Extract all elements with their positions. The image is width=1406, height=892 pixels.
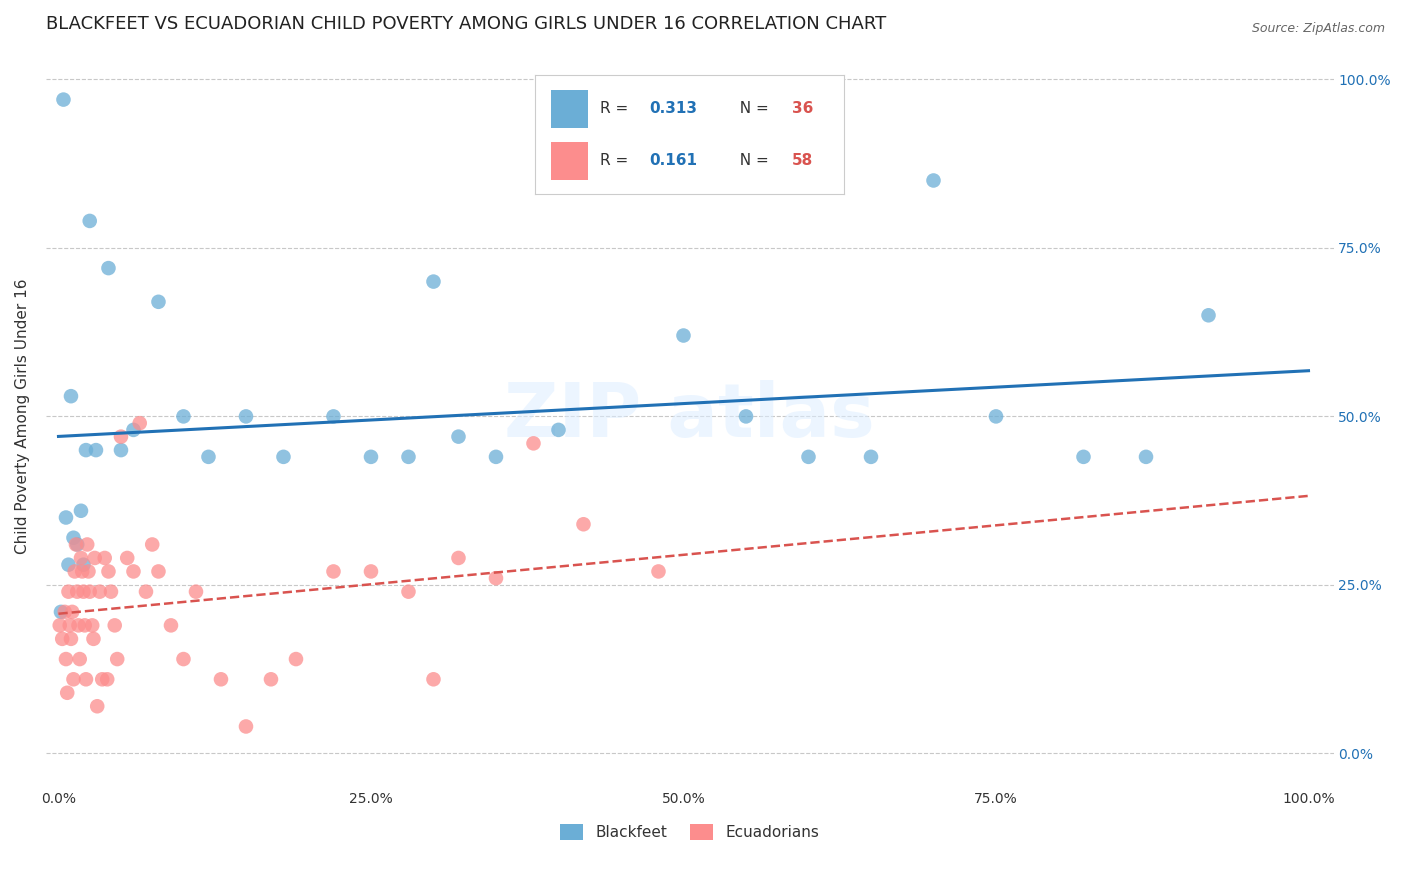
Point	[60, 605, 83, 619]
Point	[79, 584, 101, 599]
Point	[58, 584, 80, 599]
Point	[110, 443, 132, 458]
Point	[235, 409, 257, 424]
Point	[84, 443, 107, 458]
Point	[56, 686, 79, 700]
Point	[360, 450, 382, 464]
Point	[360, 565, 382, 579]
Point	[89, 584, 111, 599]
Point	[72, 558, 94, 572]
Point	[184, 584, 207, 599]
Point	[77, 565, 100, 579]
Point	[148, 294, 170, 309]
Point	[48, 618, 70, 632]
Point	[922, 173, 945, 187]
Text: ZIP atlas: ZIP atlas	[505, 380, 875, 453]
Point	[672, 328, 695, 343]
Point	[82, 618, 104, 632]
Point	[75, 443, 97, 458]
Point	[104, 618, 127, 632]
Point	[135, 584, 157, 599]
Point	[96, 673, 118, 687]
Point	[260, 673, 283, 687]
Point	[122, 565, 145, 579]
Point	[572, 517, 595, 532]
Point	[69, 652, 91, 666]
Point	[70, 504, 93, 518]
Point	[83, 551, 105, 566]
Point	[66, 584, 89, 599]
Point	[547, 423, 569, 437]
Point	[422, 673, 444, 687]
Point	[1135, 450, 1157, 464]
Point	[110, 429, 132, 443]
Point	[273, 450, 295, 464]
Point	[53, 605, 76, 619]
Point	[322, 409, 344, 424]
Point	[235, 719, 257, 733]
Point	[647, 565, 669, 579]
Point	[209, 673, 232, 687]
Point	[1073, 450, 1095, 464]
Point	[322, 565, 344, 579]
Point	[172, 652, 194, 666]
Point	[66, 537, 89, 551]
Point	[984, 409, 1007, 424]
Point	[97, 565, 120, 579]
Point	[52, 93, 75, 107]
Point	[49, 605, 72, 619]
Point	[797, 450, 820, 464]
Point	[285, 652, 308, 666]
Point	[100, 584, 122, 599]
Point	[58, 558, 80, 572]
Point	[55, 510, 77, 524]
Point	[59, 618, 82, 632]
Point	[197, 450, 219, 464]
Y-axis label: Child Poverty Among Girls Under 16: Child Poverty Among Girls Under 16	[15, 278, 30, 554]
Point	[1198, 308, 1220, 322]
Point	[447, 551, 470, 566]
Point	[76, 537, 98, 551]
Point	[51, 632, 73, 646]
Point	[735, 409, 758, 424]
Point	[859, 450, 882, 464]
Point	[160, 618, 183, 632]
Point	[70, 565, 93, 579]
Point	[485, 571, 508, 585]
Point	[86, 699, 108, 714]
Point	[79, 214, 101, 228]
Text: Source: ZipAtlas.com: Source: ZipAtlas.com	[1251, 22, 1385, 36]
Point	[73, 618, 96, 632]
Point	[522, 436, 544, 450]
Point	[67, 618, 90, 632]
Point	[128, 416, 150, 430]
Point	[141, 537, 163, 551]
Point	[93, 551, 115, 566]
Point	[59, 632, 82, 646]
Point	[115, 551, 138, 566]
Point	[148, 565, 170, 579]
Point	[447, 429, 470, 443]
Point	[172, 409, 194, 424]
Point	[422, 275, 444, 289]
Point	[62, 531, 84, 545]
Point	[122, 423, 145, 437]
Point	[59, 389, 82, 403]
Point	[105, 652, 128, 666]
Point	[62, 673, 84, 687]
Point	[65, 537, 87, 551]
Point	[75, 673, 97, 687]
Point	[72, 584, 94, 599]
Point	[97, 261, 120, 276]
Point	[82, 632, 104, 646]
Point	[398, 450, 420, 464]
Point	[91, 673, 114, 687]
Point	[63, 565, 86, 579]
Point	[398, 584, 420, 599]
Point	[55, 652, 77, 666]
Legend: Blackfeet, Ecuadorians: Blackfeet, Ecuadorians	[554, 818, 825, 847]
Point	[70, 551, 93, 566]
Point	[485, 450, 508, 464]
Text: BLACKFEET VS ECUADORIAN CHILD POVERTY AMONG GIRLS UNDER 16 CORRELATION CHART: BLACKFEET VS ECUADORIAN CHILD POVERTY AM…	[46, 15, 886, 33]
